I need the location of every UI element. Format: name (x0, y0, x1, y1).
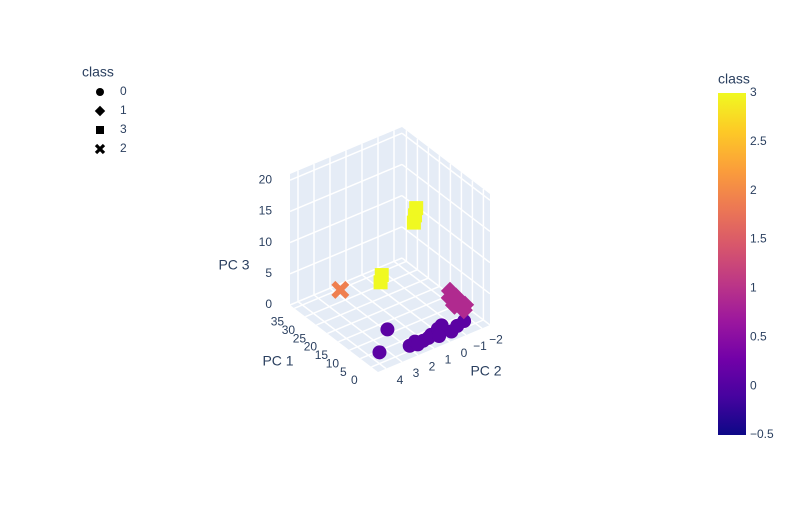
z-tick-label: 5 (265, 266, 272, 280)
grid-line (401, 132, 491, 201)
point (372, 345, 387, 360)
y-tick-label: 4 (397, 373, 404, 387)
x-tick-label: 0 (351, 373, 358, 387)
legend-label: 0 (120, 84, 127, 98)
legend-symbol (96, 88, 104, 96)
y-tick-label: 1 (445, 353, 452, 367)
legend-symbol (94, 143, 106, 155)
x-tick-label: 20 (304, 340, 318, 354)
x-tick-label: 15 (315, 348, 329, 362)
grid-line (313, 294, 403, 363)
grid-line (289, 163, 403, 213)
legend-label: 2 (120, 141, 127, 155)
point (373, 275, 388, 290)
x-tick-label: 25 (293, 331, 307, 345)
colorbar-tick-label: 3 (750, 85, 757, 99)
point (409, 201, 424, 216)
legend-symbol (94, 105, 106, 117)
point (434, 318, 449, 333)
x-tick-label: 5 (340, 365, 347, 379)
point (421, 330, 436, 345)
grid-line (289, 194, 403, 244)
legend-title: class (82, 64, 114, 80)
colorbar-tick-label: 0 (750, 378, 757, 392)
point (410, 337, 425, 352)
y-tick-label: 3 (413, 366, 420, 380)
legend-symbol (96, 126, 104, 134)
colorbar-tick-label: −0.5 (750, 427, 774, 441)
colorbar-tick-label: 2.5 (750, 134, 767, 148)
back-wall (402, 127, 490, 325)
point (380, 322, 395, 337)
colorbar-tick-label: 1.5 (750, 232, 767, 246)
point (406, 215, 421, 230)
z-axis-title: PC 3 (218, 257, 249, 273)
legend-label: 1 (120, 103, 127, 117)
x-axis-title: PC 1 (262, 353, 293, 369)
point (432, 329, 447, 344)
colorbar-title: class (718, 71, 750, 87)
grid-line (401, 226, 491, 295)
grid-line (297, 301, 387, 370)
y-tick-label: 2 (429, 359, 436, 373)
grid-line (289, 257, 403, 306)
legend-label: 3 (120, 122, 127, 136)
colorbar-tick-label: 0.5 (750, 329, 767, 343)
point (331, 280, 350, 299)
y-tick-label: −1 (473, 339, 487, 353)
z-tick-label: 20 (259, 172, 273, 186)
z-tick-label: 0 (265, 297, 272, 311)
x-tick-label: 10 (326, 356, 340, 370)
y-tick-label: 0 (461, 346, 468, 360)
z-tick-label: 15 (259, 204, 273, 218)
colorbar-tick-label: 2 (750, 183, 757, 197)
point (445, 296, 464, 315)
y-axis-title: PC 2 (470, 363, 501, 379)
z-tick-label: 10 (259, 235, 273, 249)
x-tick-label: 35 (271, 315, 285, 329)
colorbar-tick-label: 1 (750, 281, 757, 295)
grid-line (289, 226, 403, 275)
grid-line (289, 132, 403, 181)
point (457, 314, 472, 329)
grid-line (401, 163, 491, 233)
x-tick-label: 30 (282, 323, 296, 337)
y-tick-label: −2 (489, 333, 503, 347)
point (440, 281, 460, 300)
colorbar (718, 93, 746, 435)
